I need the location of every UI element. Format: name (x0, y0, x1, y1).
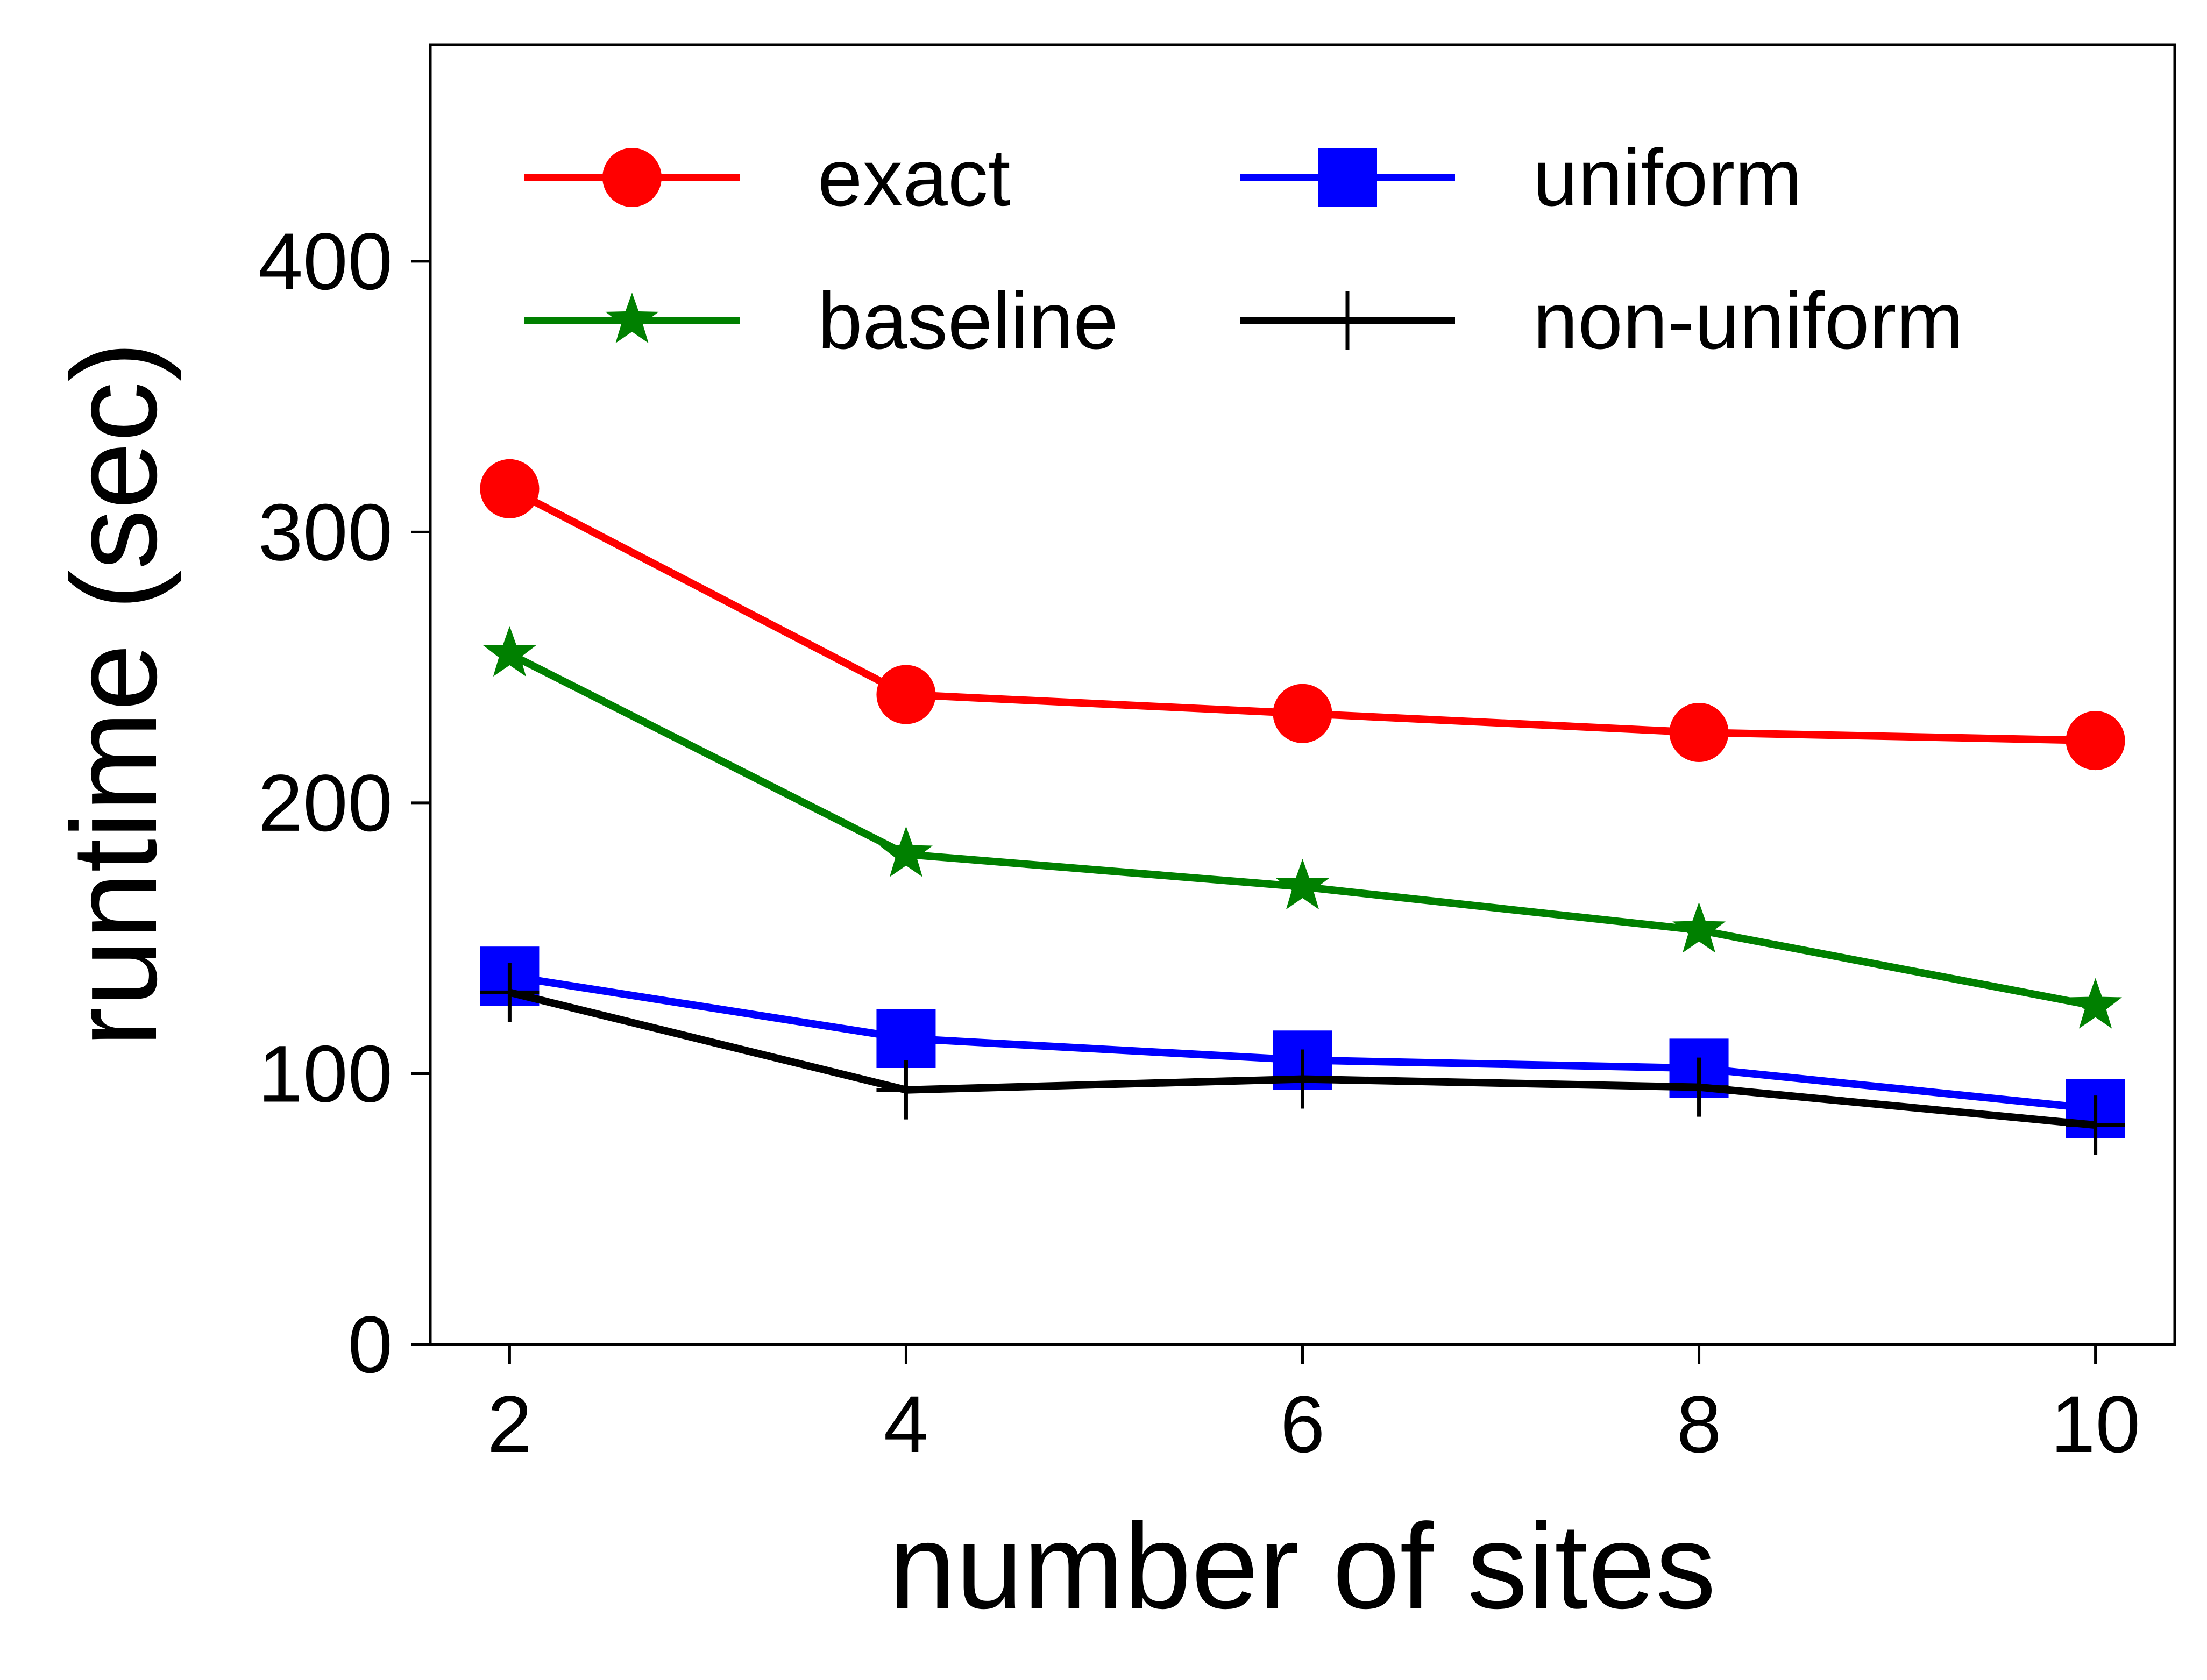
x-tick-label: 4 (884, 1379, 928, 1469)
legend: exact baseline uniform non-uniform (524, 132, 1963, 366)
legend-marker-uniform (1318, 148, 1377, 207)
x-tick-label: 8 (1677, 1379, 1721, 1469)
legend-marker-baseline (605, 293, 659, 344)
y-tick-label: 400 (258, 216, 393, 307)
data-point-baseline (1672, 902, 1726, 953)
y-tick-label: 100 (258, 1028, 393, 1119)
data-point-uniform (876, 1008, 936, 1068)
x-tick-label: 6 (1280, 1379, 1325, 1469)
data-point-exact (480, 459, 540, 518)
legend-item-exact: exact (524, 132, 1011, 223)
legend-marker-exact (602, 148, 662, 207)
legend-item-uniform: uniform (1240, 132, 1802, 223)
data-point-non-uniform (876, 1060, 936, 1120)
legend-label: non-uniform (1533, 275, 1963, 366)
legend-item-baseline: baseline (524, 275, 1118, 366)
data-point-baseline (483, 626, 536, 677)
data-point-exact (876, 665, 936, 724)
y-tick-label: 200 (258, 758, 393, 848)
x-tick-label: 10 (2050, 1379, 2140, 1469)
data-point-non-uniform (1273, 1049, 1332, 1109)
series-exact (480, 459, 2125, 771)
x-axis-title: number of sites (889, 1498, 1716, 1634)
data-point-non-uniform (2066, 1095, 2125, 1155)
legend-marker-non-uniform (1318, 291, 1377, 350)
series-layer (480, 459, 2125, 1155)
data-point-baseline (1276, 859, 1329, 910)
series-non-uniform (480, 963, 2125, 1155)
data-point-exact (1669, 702, 1729, 762)
data-point-non-uniform (1669, 1057, 1729, 1117)
x-tick-label: 2 (487, 1379, 532, 1469)
y-tick-label: 300 (258, 487, 393, 577)
y-axis-title: runtime (sec) (46, 341, 182, 1048)
x-axis-ticks: 2 4 6 8 10 (487, 1344, 2140, 1469)
data-point-exact (1273, 684, 1332, 743)
series-baseline (483, 626, 2122, 1029)
data-point-exact (2066, 711, 2125, 771)
y-tick-label: 0 (348, 1299, 393, 1390)
data-point-baseline (879, 826, 933, 877)
legend-label: uniform (1533, 132, 1802, 223)
y-axis-ticks: 0 100 200 300 400 (258, 216, 430, 1390)
data-point-non-uniform (480, 963, 540, 1022)
legend-item-non-uniform: non-uniform (1240, 275, 1963, 366)
plot-frame (429, 43, 2176, 1346)
legend-label: exact (818, 132, 1011, 223)
data-point-baseline (2069, 978, 2122, 1029)
legend-label: baseline (818, 275, 1118, 366)
